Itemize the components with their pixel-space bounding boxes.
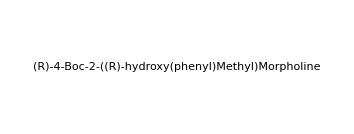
Text: (R)-4-Boc-2-((R)-hydroxy(phenyl)Methyl)Morpholine: (R)-4-Boc-2-((R)-hydroxy(phenyl)Methyl)M…	[33, 62, 321, 72]
